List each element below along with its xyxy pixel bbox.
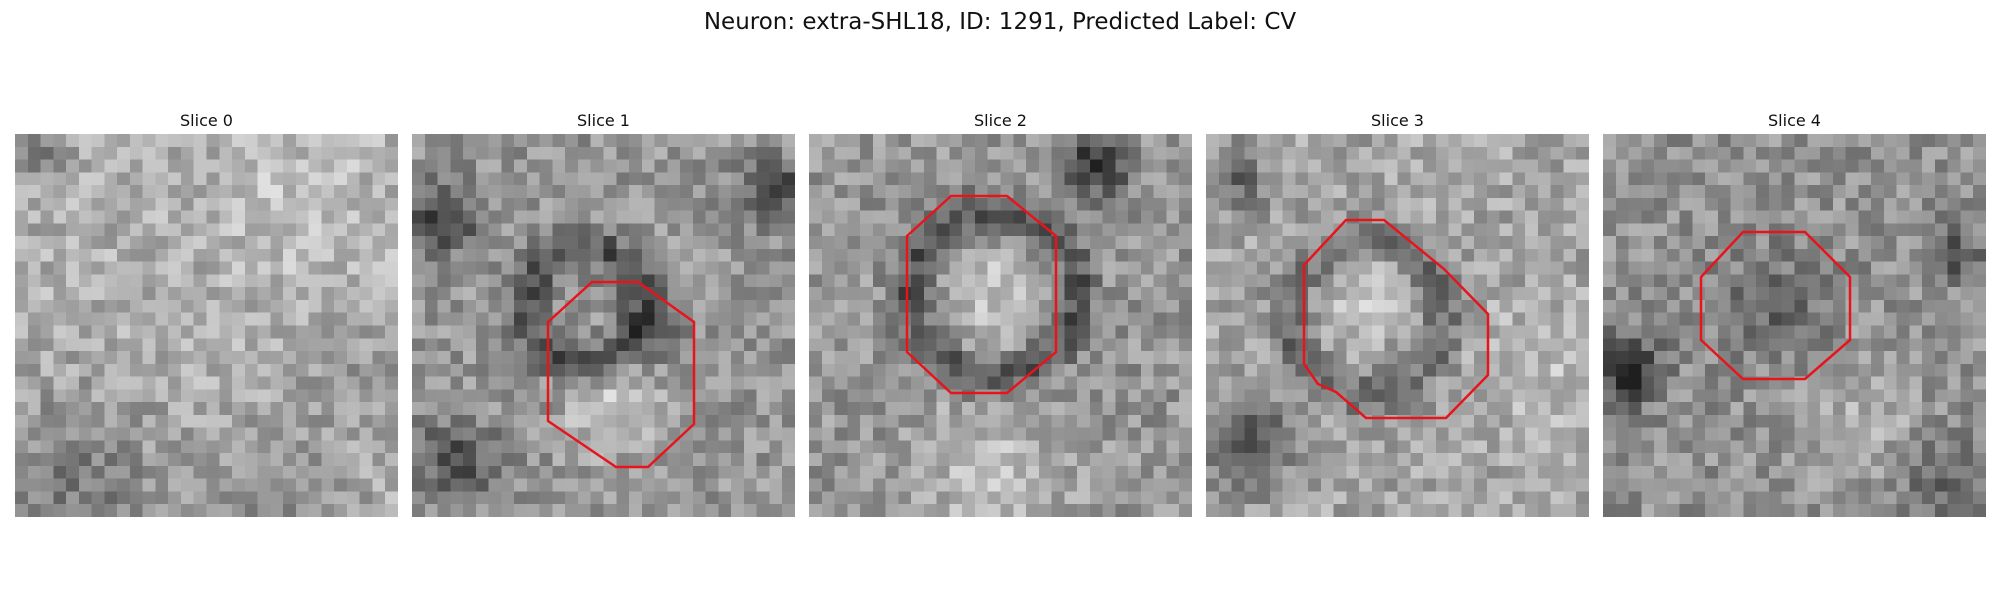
slice-image-1 xyxy=(412,134,795,517)
slice-image-2 xyxy=(809,134,1192,517)
figure-title: Neuron: extra-SHL18, ID: 1291, Predicted… xyxy=(703,9,1297,35)
roi-overlay-1 xyxy=(546,280,696,469)
roi-overlay-3 xyxy=(1302,218,1490,420)
slice-panel-2 xyxy=(809,134,1192,517)
slice-panel-0 xyxy=(15,134,398,517)
roi-outline-3 xyxy=(1302,218,1490,420)
roi-outline-4 xyxy=(1699,230,1852,381)
slice-image-3 xyxy=(1206,134,1589,517)
roi-outline-2 xyxy=(905,194,1058,395)
roi-overlay-2 xyxy=(905,194,1058,395)
slice-panel-3 xyxy=(1206,134,1589,517)
slice-title-2: Slice 2 xyxy=(974,111,1027,130)
slice-panel-4 xyxy=(1603,134,1986,517)
slice-panel-1 xyxy=(412,134,795,517)
slice-title-1: Slice 1 xyxy=(577,111,630,130)
roi-outline-1 xyxy=(546,280,696,469)
slice-title-0: Slice 0 xyxy=(180,111,233,130)
slice-title-4: Slice 4 xyxy=(1768,111,1821,130)
slice-image-0 xyxy=(15,134,398,517)
slice-title-3: Slice 3 xyxy=(1371,111,1424,130)
slice-image-4 xyxy=(1603,134,1986,517)
roi-overlay-4 xyxy=(1699,230,1852,381)
